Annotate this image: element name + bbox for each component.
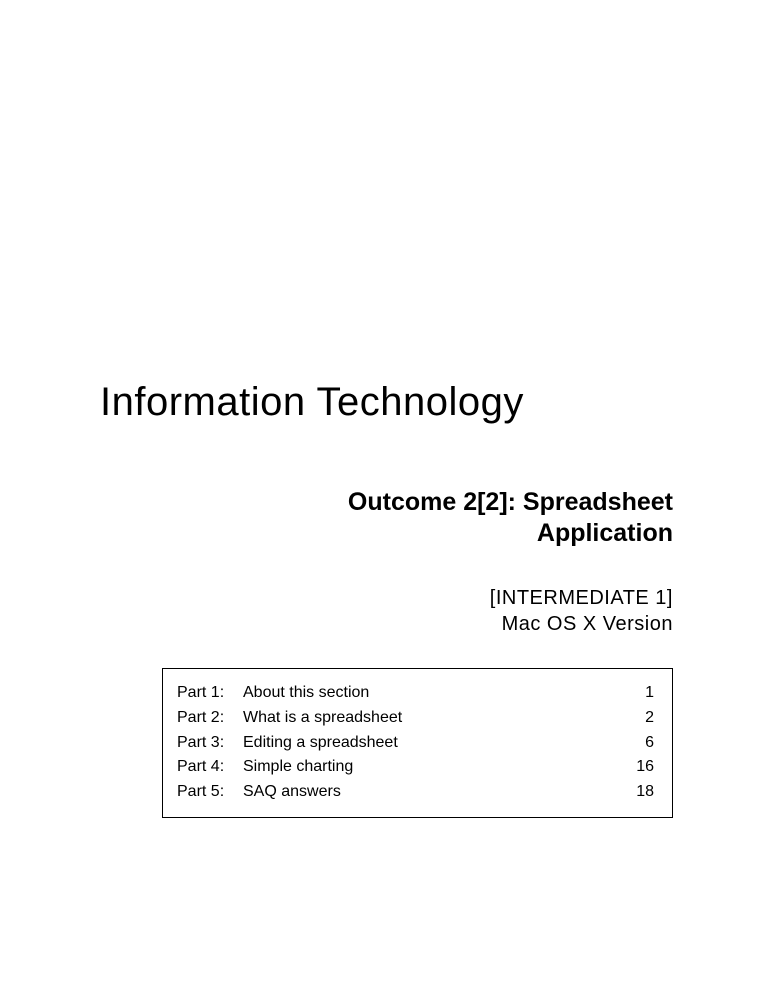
- toc-row: Part 2: What is a spreadsheet 2: [177, 706, 654, 731]
- toc-item-title: What is a spreadsheet: [243, 706, 624, 731]
- toc-item-title: SAQ answers: [243, 780, 624, 805]
- toc-row: Part 3: Editing a spreadsheet 6: [177, 731, 654, 756]
- toc-part-label: Part 5:: [177, 780, 243, 805]
- toc-page-number: 2: [624, 706, 654, 731]
- toc-part-label: Part 3:: [177, 731, 243, 756]
- document-page: Information Technology Outcome 2[2]: Spr…: [0, 0, 768, 994]
- toc-page-number: 1: [624, 681, 654, 706]
- main-title: Information Technology: [100, 380, 673, 425]
- level-line-1: [INTERMEDIATE 1]: [190, 585, 673, 611]
- table-of-contents: Part 1: About this section 1 Part 2: Wha…: [162, 668, 673, 818]
- toc-page-number: 18: [624, 780, 654, 805]
- toc-row: Part 1: About this section 1: [177, 681, 654, 706]
- toc-part-label: Part 4:: [177, 755, 243, 780]
- level-block: [INTERMEDIATE 1] Mac OS X Version: [190, 585, 673, 637]
- level-line-2: Mac OS X Version: [190, 611, 673, 637]
- toc-part-label: Part 1:: [177, 681, 243, 706]
- toc-page-number: 16: [624, 755, 654, 780]
- toc-part-label: Part 2:: [177, 706, 243, 731]
- toc-item-title: About this section: [243, 681, 624, 706]
- toc-page-number: 6: [624, 731, 654, 756]
- toc-item-title: Simple charting: [243, 755, 624, 780]
- toc-item-title: Editing a spreadsheet: [243, 731, 624, 756]
- subtitle-block: Outcome 2[2]: Spreadsheet Application: [190, 487, 673, 550]
- toc-row: Part 4: Simple charting 16: [177, 755, 654, 780]
- subtitle-line-2: Application: [190, 518, 673, 549]
- subtitle-line-1: Outcome 2[2]: Spreadsheet: [190, 487, 673, 518]
- toc-row: Part 5: SAQ answers 18: [177, 780, 654, 805]
